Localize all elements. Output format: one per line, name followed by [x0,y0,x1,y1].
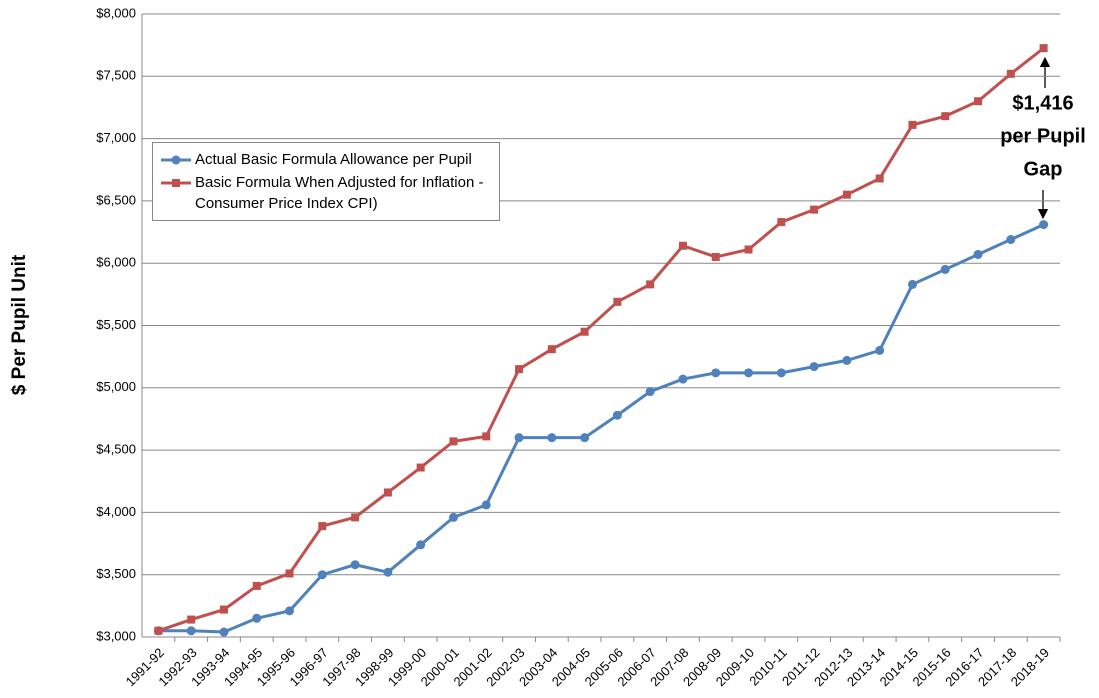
data-point [875,174,884,183]
data-point [809,362,819,372]
legend-marker [171,155,181,165]
data-point [481,500,491,510]
data-point [154,626,163,635]
data-point [350,560,360,570]
data-point [252,581,261,590]
data-point [383,567,393,577]
y-tick-label: $4,000 [96,504,136,519]
data-point [1006,69,1015,78]
data-point [973,249,983,259]
data-point [1006,235,1016,245]
data-point [383,488,392,497]
data-point [219,627,229,637]
data-point [515,365,524,374]
data-point [645,387,655,397]
data-point [711,252,720,261]
legend-key [159,149,195,170]
data-point [776,368,786,378]
data-point [187,615,196,624]
y-tick-label: $7,500 [96,68,136,83]
data-point [613,297,622,306]
y-tick-label: $8,000 [96,5,136,20]
data-point [285,569,294,578]
data-point [318,522,327,531]
data-point [777,218,786,227]
data-point [317,570,327,580]
y-tick-label: $3,500 [96,566,136,581]
y-tick-label: $6,000 [96,255,136,270]
legend-label: Basic Formula When Adjusted for Inflatio… [195,174,484,212]
data-point [1039,220,1049,230]
y-tick-label: $6,500 [96,192,136,207]
data-point [940,264,950,274]
legend-marker [172,179,180,187]
data-point [908,120,917,129]
data-point [974,97,983,106]
legend-key [159,172,195,193]
data-point [580,433,590,443]
data-point [744,368,754,378]
data-point [514,433,524,443]
data-point [186,626,196,636]
data-point [351,513,360,522]
data-point [449,437,458,446]
y-axis-label: $ Per Pupil Unit [9,254,30,395]
data-point [842,355,852,365]
data-point [875,345,885,355]
data-point [547,345,556,354]
legend-swatch [161,179,191,187]
annotation: per Pupil [1000,125,1086,147]
data-point [448,512,458,522]
data-point [810,205,819,214]
data-point [482,432,491,441]
legend: Actual Basic Formula Allowance per Pupil… [152,142,500,221]
series-line [158,223,1045,634]
data-point [252,613,262,623]
data-point [416,540,426,550]
data-point [907,279,917,289]
data-point [1039,44,1048,53]
y-tick-label: $3,000 [96,628,136,643]
y-tick-label: $5,000 [96,379,136,394]
data-point [285,606,295,616]
y-tick-label: $5,500 [96,317,136,332]
annotation: $1,416 [1012,92,1073,114]
data-point [646,280,655,289]
series-line [157,46,1045,633]
data-point [219,605,228,614]
legend-swatch [161,155,191,165]
data-point [744,245,753,254]
data-point [416,463,425,472]
legend-item: Actual Basic Formula Allowance per Pupil [159,149,493,170]
data-point [580,327,589,336]
data-point [678,241,687,250]
data-point [941,112,950,121]
legend-item: Basic Formula When Adjusted for Inflatio… [159,172,493,214]
legend-label: Actual Basic Formula Allowance per Pupil [195,151,472,168]
data-point [547,433,557,443]
y-tick-label: $7,000 [96,130,136,145]
y-tick-label: $4,500 [96,442,136,457]
data-point [612,410,622,420]
data-point [678,374,688,384]
data-point [711,368,721,378]
data-point [842,190,851,199]
annotation: Gap [1024,158,1063,180]
